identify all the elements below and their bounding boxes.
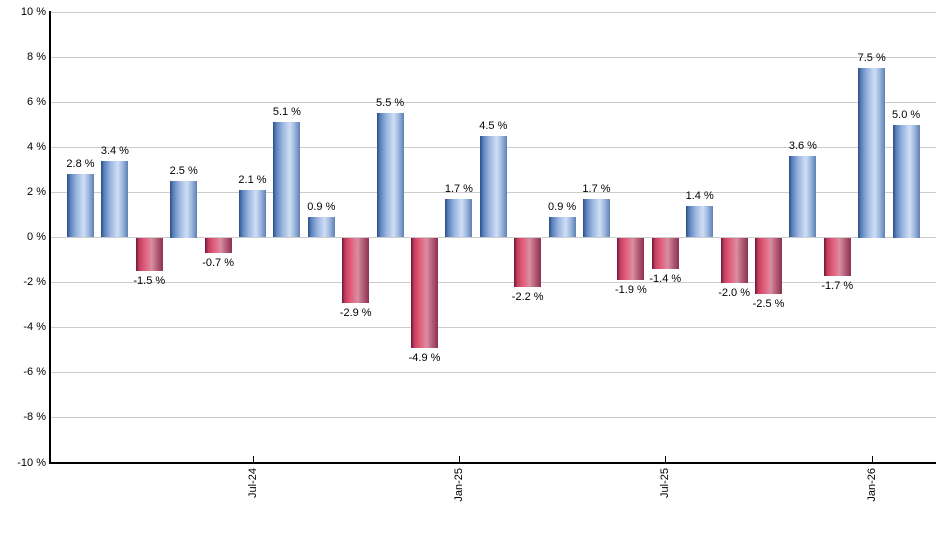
bar-value-label: -0.7 %	[202, 257, 234, 270]
x-axis-tick	[871, 456, 873, 464]
bar-value-label: -1.4 %	[649, 273, 682, 286]
y-axis-tick-label: 8 %	[27, 50, 46, 63]
bar-value-label: 1.7 %	[444, 183, 473, 196]
bar[interactable]	[789, 156, 817, 238]
bar[interactable]	[239, 190, 266, 238]
bar[interactable]	[548, 217, 576, 238]
y-axis-tick-label: 4 %	[27, 140, 46, 153]
bar-value-label: 0.9 %	[548, 201, 577, 214]
bar[interactable]	[204, 237, 232, 254]
x-axis-tick	[252, 456, 254, 464]
bar-value-label: 2.1 %	[238, 174, 267, 187]
y-axis-tick-label: 2 %	[27, 185, 46, 198]
y-axis-tick-label: -4 %	[23, 321, 46, 334]
bar[interactable]	[479, 136, 507, 238]
x-axis-tick-label: Jul-24	[246, 468, 259, 498]
x-axis-tick-label: Jan-25	[452, 468, 465, 502]
bar-value-label: 3.4 %	[100, 144, 129, 157]
bar[interactable]	[67, 174, 94, 238]
x-axis-line	[49, 462, 936, 464]
x-axis-tick-label: Jan-26	[865, 468, 878, 502]
bar[interactable]	[583, 199, 610, 238]
bar-value-label: 1.4 %	[685, 189, 714, 202]
bar-value-label: -2.5 %	[752, 297, 785, 310]
bar[interactable]	[411, 237, 438, 348]
bar[interactable]	[342, 237, 370, 303]
bar-value-label: -2.0 %	[718, 286, 750, 299]
y-axis-tick-label: -2 %	[23, 276, 46, 289]
bar[interactable]	[273, 122, 301, 238]
y-axis-tick-label: 0 %	[27, 231, 46, 243]
bar-value-label: 3.6 %	[788, 140, 817, 153]
bar-value-label: 5.1 %	[272, 106, 301, 119]
gridline	[51, 372, 936, 374]
gridline	[51, 327, 936, 329]
gridline	[51, 237, 936, 238]
y-axis-tick-label: 10 %	[20, 5, 46, 18]
bar-value-label: 5.5 %	[376, 97, 405, 110]
bar[interactable]	[307, 217, 335, 238]
gridline	[51, 11, 936, 13]
y-axis-tick-label: -6 %	[23, 366, 46, 379]
bar-value-label: -2.2 %	[511, 291, 544, 304]
bar[interactable]	[376, 113, 404, 238]
gridline	[51, 56, 936, 58]
bar[interactable]	[892, 124, 920, 238]
bar[interactable]	[170, 181, 198, 238]
x-axis-tick-label: Jul-25	[659, 468, 672, 498]
bar[interactable]	[514, 237, 542, 288]
y-axis-tick-label: 6 %	[27, 95, 46, 108]
gridline	[51, 101, 936, 103]
bar[interactable]	[651, 237, 679, 270]
bar-value-label: 0.9 %	[307, 201, 336, 214]
bar-value-label: -4.9 %	[408, 351, 441, 364]
x-axis-tick	[458, 456, 460, 464]
bar-value-label: 5.0 %	[892, 108, 921, 121]
bar[interactable]	[858, 68, 886, 238]
bar-value-label: 4.5 %	[479, 120, 508, 133]
x-axis-tick	[665, 456, 667, 464]
y-axis-line	[49, 11, 51, 463]
bar[interactable]	[617, 237, 645, 281]
bar[interactable]	[720, 237, 748, 283]
y-axis-tick-label: -8 %	[23, 411, 46, 424]
bar-value-label: -1.9 %	[614, 284, 647, 297]
bar[interactable]	[101, 160, 129, 238]
bar-value-label: -2.9 %	[339, 306, 372, 319]
bar[interactable]	[445, 199, 473, 238]
gridline	[51, 282, 936, 284]
bar[interactable]	[755, 237, 782, 294]
bar-value-label: 1.7 %	[582, 183, 611, 196]
bar[interactable]	[686, 205, 714, 238]
gridline	[51, 417, 936, 419]
bar-value-label: -1.5 %	[133, 275, 166, 288]
bar-value-label: 2.8 %	[66, 158, 95, 171]
bar[interactable]	[135, 237, 163, 272]
y-axis-tick-label: -10 %	[17, 456, 46, 469]
bar-value-label: 7.5 %	[857, 52, 886, 65]
bar-value-label: -1.7 %	[821, 279, 854, 292]
bar[interactable]	[823, 237, 851, 276]
bar-value-label: 2.5 %	[169, 165, 198, 178]
